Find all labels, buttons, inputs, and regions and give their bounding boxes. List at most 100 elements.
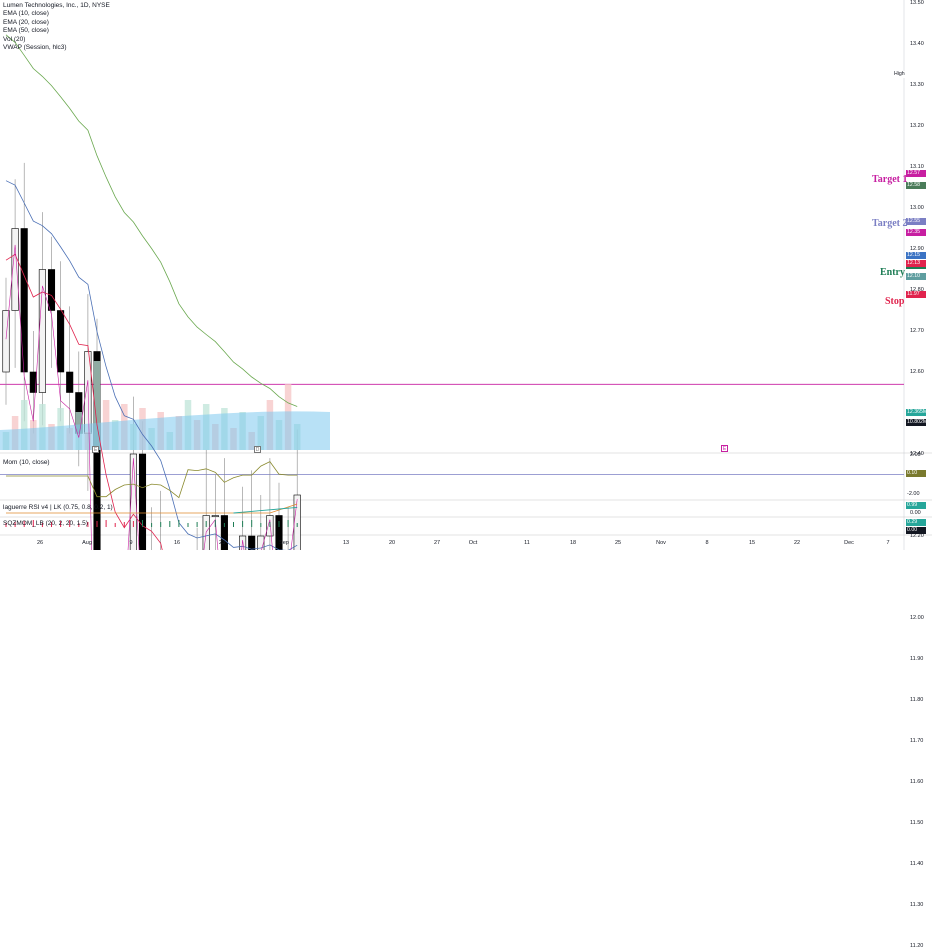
price-tick: 11.80 bbox=[910, 697, 924, 703]
entry-label: Entry bbox=[880, 267, 905, 278]
time-tick: Dec bbox=[844, 540, 854, 546]
time-tick: 20 bbox=[388, 540, 396, 546]
earnings-marker[interactable]: E bbox=[92, 446, 99, 453]
lag-tick-top: 0.00 bbox=[910, 510, 921, 516]
price-tick: 13.40 bbox=[910, 41, 924, 47]
candle bbox=[220, 515, 228, 550]
stop-label: Stop bbox=[885, 296, 905, 307]
candle bbox=[66, 371, 74, 393]
mom-tick-top: 2.00 bbox=[910, 452, 921, 458]
vwap-line bbox=[5, 244, 298, 550]
price-chart[interactable] bbox=[0, 0, 932, 550]
mom-tick-bottom: -2.00 bbox=[907, 491, 920, 497]
price-tick: 11.30 bbox=[910, 902, 924, 908]
candle bbox=[11, 228, 19, 311]
time-tick: Aug bbox=[82, 540, 92, 546]
price-tick: 12.40 bbox=[910, 451, 924, 457]
candle bbox=[293, 494, 301, 550]
price-tick: 11.50 bbox=[910, 820, 924, 826]
time-tick: 7 bbox=[886, 540, 890, 546]
lag-value-tag: 0.99 bbox=[906, 502, 926, 509]
price-tag: 12.55 bbox=[906, 218, 926, 225]
candle bbox=[257, 535, 265, 550]
time-tick: 13 bbox=[342, 540, 350, 546]
target2-label: Target 2 bbox=[872, 218, 908, 229]
price-tick: 12.60 bbox=[910, 369, 924, 375]
symbol-title[interactable]: Lumen Technologies, Inc., 1D, NYSE bbox=[3, 2, 110, 9]
price-tag: 12.13 bbox=[906, 260, 926, 267]
candle bbox=[2, 310, 10, 373]
legend-vol[interactable]: Vol (20) bbox=[3, 35, 26, 43]
price-tag: 12.15 bbox=[906, 252, 926, 259]
price-tick: 13.10 bbox=[910, 164, 924, 170]
time-tick: Sep bbox=[279, 540, 289, 546]
candle bbox=[275, 515, 283, 550]
candle bbox=[29, 371, 37, 393]
time-tick: 8 bbox=[705, 540, 709, 546]
time-tick: Nov bbox=[656, 540, 666, 546]
price-tick: 11.90 bbox=[910, 656, 924, 662]
candle bbox=[129, 453, 137, 550]
time-tick: 23 bbox=[218, 540, 226, 546]
momentum-line bbox=[6, 461, 298, 499]
price-tick: 12.80 bbox=[910, 287, 924, 293]
price-tag: 10.802M bbox=[906, 419, 928, 426]
laguerre-signal-line bbox=[233, 506, 298, 514]
future-earnings-marker[interactable]: E bbox=[721, 445, 728, 452]
price-tag: 12.35 bbox=[906, 229, 926, 236]
price-tick: 12.20 bbox=[910, 533, 924, 539]
volume-ma-area bbox=[0, 411, 330, 450]
legend-ema50[interactable]: EMA (50, close) bbox=[3, 27, 49, 35]
dividend-marker[interactable]: D bbox=[254, 446, 261, 453]
time-tick: 22 bbox=[793, 540, 801, 546]
time-tick: 25 bbox=[614, 540, 622, 546]
time-tick: Oct bbox=[468, 540, 478, 546]
sqz-value-tag-b: 0.00 bbox=[906, 527, 926, 534]
laguerre-pane-label[interactable]: laguerre RSI v4 | LK (0.75, 0.8, 0.2, 1) bbox=[3, 504, 113, 511]
time-tick: 27 bbox=[433, 540, 441, 546]
time-tick: 26 bbox=[36, 540, 44, 546]
time-tick: 16 bbox=[173, 540, 181, 546]
ema10-line bbox=[5, 253, 163, 550]
volume-bar bbox=[39, 404, 46, 450]
legend-vwap[interactable]: VWAP (Session, hlc3) bbox=[3, 44, 67, 52]
price-tick: 12.00 bbox=[910, 615, 924, 621]
ema50-line bbox=[5, 34, 298, 407]
legend-ema10[interactable]: EMA (10, close) bbox=[3, 10, 49, 18]
price-tick: 13.30 bbox=[910, 82, 924, 88]
momentum-pane-label[interactable]: Mom (10, close) bbox=[3, 459, 50, 466]
price-tick: 11.20 bbox=[910, 943, 924, 949]
candle bbox=[248, 535, 256, 550]
high-label: High bbox=[894, 71, 908, 78]
candle bbox=[57, 310, 65, 373]
candle bbox=[211, 515, 219, 518]
squeeze-pane-label[interactable]: SQZMOM_LB (20, 2, 20, 1.5) bbox=[3, 520, 88, 527]
time-tick: 11 bbox=[524, 540, 530, 546]
candle bbox=[20, 228, 28, 373]
laguerre-line bbox=[6, 503, 298, 514]
price-tag: 12.57 bbox=[906, 170, 926, 177]
price-tag: 11.97 bbox=[906, 291, 926, 298]
price-tick: 13.20 bbox=[910, 123, 924, 129]
price-tick: 13.00 bbox=[910, 205, 924, 211]
sqz-value-tag-a: 0.29 bbox=[906, 519, 926, 526]
price-tick: 13.50 bbox=[910, 0, 924, 6]
price-tag: 12.10 bbox=[906, 273, 926, 280]
chart-legend: Lumen Technologies, Inc., 1D, NYSE EMA (… bbox=[3, 2, 110, 52]
time-tick: 9 bbox=[129, 540, 133, 546]
price-tick: 12.90 bbox=[910, 246, 924, 252]
candle bbox=[47, 269, 56, 311]
price-tick: 11.70 bbox=[910, 738, 924, 744]
time-tick: 18 bbox=[569, 540, 577, 546]
price-tick: 12.70 bbox=[910, 328, 924, 334]
time-tick: 15 bbox=[748, 540, 756, 546]
price-tick: 11.60 bbox=[910, 779, 924, 785]
ema20-line bbox=[5, 180, 298, 550]
target1-label: Target 1 bbox=[872, 174, 908, 185]
price-tick: 11.40 bbox=[910, 861, 924, 867]
price-tag: 12.58 bbox=[906, 182, 926, 189]
volume-bar bbox=[20, 400, 28, 450]
legend-ema20[interactable]: EMA (20, close) bbox=[3, 18, 49, 26]
mom-value-tag: 0.10 bbox=[906, 470, 926, 477]
price-tag: 12.365M bbox=[906, 409, 928, 416]
